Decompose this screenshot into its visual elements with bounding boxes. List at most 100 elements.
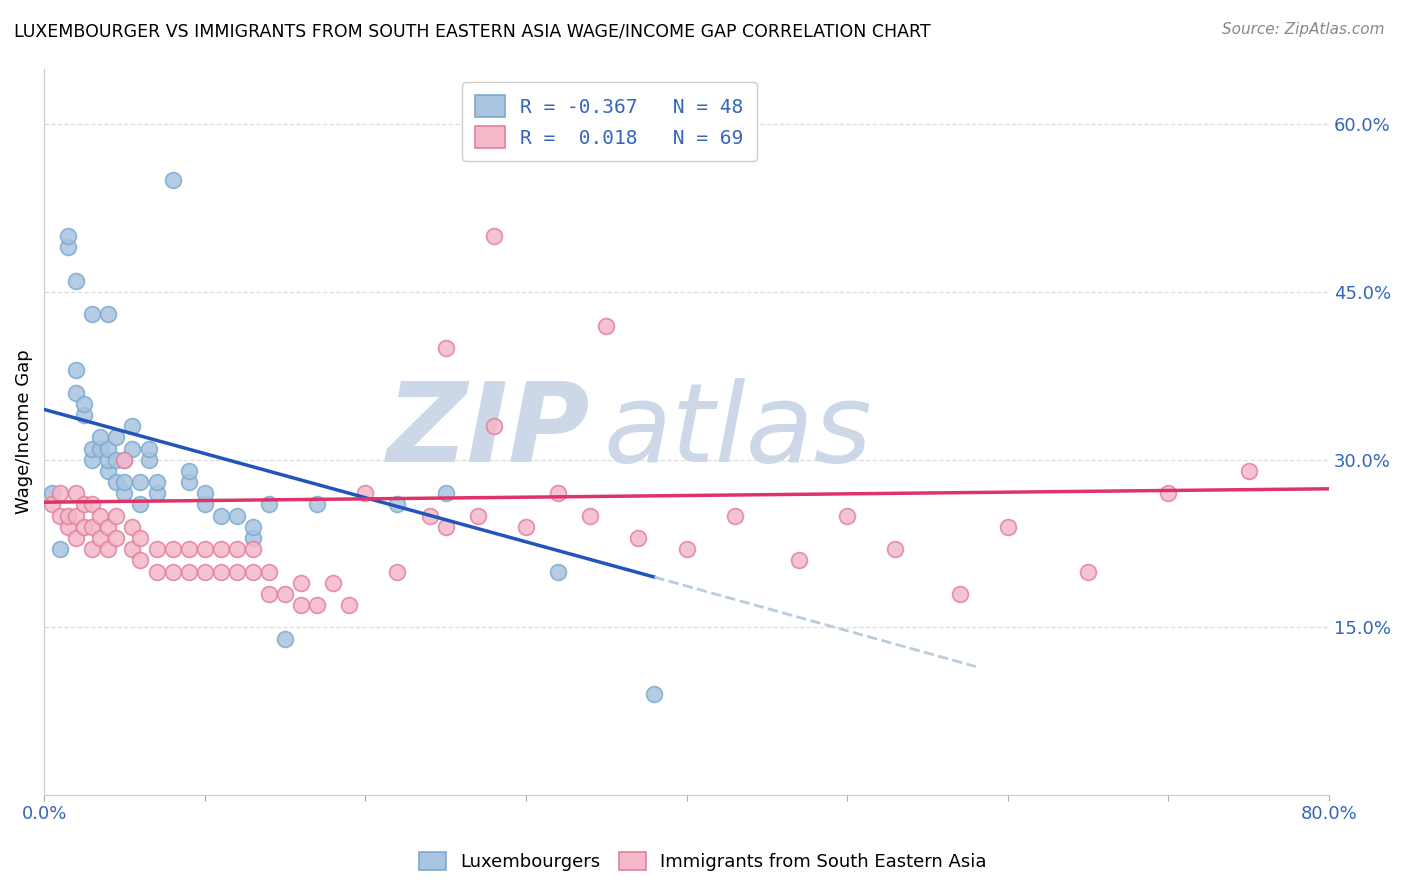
Point	[194, 565, 217, 579]
Point	[307, 598, 329, 612]
Point	[82, 442, 104, 456]
Point	[49, 542, 72, 557]
Point	[105, 452, 128, 467]
Text: atlas: atlas	[603, 378, 872, 485]
Point	[1077, 565, 1099, 579]
Point	[105, 475, 128, 489]
Point	[290, 598, 312, 612]
Point	[82, 520, 104, 534]
Point	[58, 240, 80, 254]
Point	[41, 486, 63, 500]
Point	[322, 575, 344, 590]
Point	[547, 565, 569, 579]
Point	[82, 307, 104, 321]
Point	[89, 442, 111, 456]
Point	[242, 520, 264, 534]
Point	[515, 520, 537, 534]
Point	[73, 520, 96, 534]
Point	[58, 229, 80, 244]
Point	[354, 486, 377, 500]
Point	[643, 688, 665, 702]
Point	[65, 508, 87, 523]
Point	[112, 452, 135, 467]
Point	[89, 430, 111, 444]
Point	[145, 542, 167, 557]
Point	[97, 307, 120, 321]
Point	[257, 498, 280, 512]
Point	[65, 274, 87, 288]
Point	[82, 542, 104, 557]
Point	[145, 565, 167, 579]
Legend: R = -0.367   N = 48, R =  0.018   N = 69: R = -0.367 N = 48, R = 0.018 N = 69	[463, 82, 756, 161]
Point	[209, 565, 232, 579]
Point	[242, 565, 264, 579]
Point	[209, 542, 232, 557]
Point	[129, 531, 152, 545]
Point	[434, 520, 457, 534]
Point	[579, 508, 602, 523]
Point	[129, 553, 152, 567]
Point	[105, 508, 128, 523]
Point	[274, 632, 297, 646]
Point	[547, 486, 569, 500]
Point	[49, 508, 72, 523]
Point	[121, 520, 143, 534]
Point	[138, 452, 160, 467]
Point	[105, 531, 128, 545]
Text: Source: ZipAtlas.com: Source: ZipAtlas.com	[1222, 22, 1385, 37]
Point	[595, 318, 617, 333]
Point	[121, 442, 143, 456]
Point	[884, 542, 907, 557]
Point	[112, 486, 135, 500]
Point	[73, 397, 96, 411]
Point	[307, 498, 329, 512]
Point	[419, 508, 441, 523]
Point	[257, 565, 280, 579]
Point	[145, 486, 167, 500]
Point	[194, 542, 217, 557]
Point	[145, 475, 167, 489]
Point	[177, 542, 200, 557]
Point	[482, 229, 505, 244]
Point	[112, 475, 135, 489]
Point	[105, 430, 128, 444]
Point	[225, 542, 247, 557]
Point	[162, 565, 184, 579]
Point	[65, 531, 87, 545]
Point	[177, 464, 200, 478]
Point	[1237, 464, 1260, 478]
Point	[837, 508, 859, 523]
Point	[82, 498, 104, 512]
Point	[177, 475, 200, 489]
Text: ZIP: ZIP	[387, 378, 591, 485]
Point	[89, 531, 111, 545]
Point	[65, 363, 87, 377]
Point	[724, 508, 747, 523]
Point	[467, 508, 489, 523]
Point	[482, 419, 505, 434]
Point	[337, 598, 360, 612]
Point	[58, 520, 80, 534]
Point	[97, 542, 120, 557]
Point	[274, 587, 297, 601]
Point	[434, 341, 457, 355]
Point	[242, 542, 264, 557]
Point	[997, 520, 1019, 534]
Point	[225, 508, 247, 523]
Point	[290, 575, 312, 590]
Point	[675, 542, 697, 557]
Point	[129, 475, 152, 489]
Point	[162, 542, 184, 557]
Point	[65, 486, 87, 500]
Point	[89, 508, 111, 523]
Point	[949, 587, 972, 601]
Point	[257, 587, 280, 601]
Point	[49, 486, 72, 500]
Point	[112, 452, 135, 467]
Point	[387, 565, 409, 579]
Point	[97, 464, 120, 478]
Point	[65, 385, 87, 400]
Point	[162, 173, 184, 187]
Point	[138, 442, 160, 456]
Legend: Luxembourgers, Immigrants from South Eastern Asia: Luxembourgers, Immigrants from South Eas…	[412, 845, 994, 879]
